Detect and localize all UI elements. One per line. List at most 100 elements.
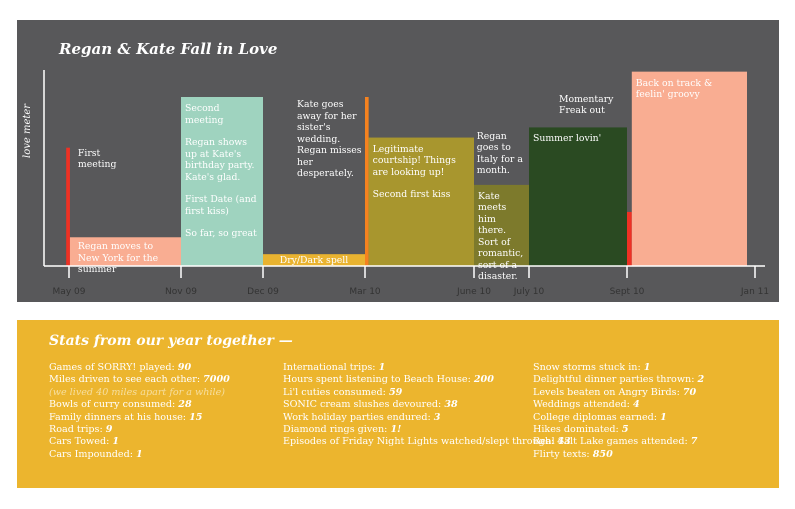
stat-value: 38 (444, 399, 458, 411)
segment-annotation-1: First meeting (77, 147, 117, 171)
chart-panel: Regan & Kate Fall in Love love meter Fir… (17, 20, 779, 302)
stat-value: 28 (178, 399, 192, 411)
x-tick-label-2: Nov 09 (165, 287, 197, 297)
stat-item: College diplomas earned: 1 (533, 412, 704, 424)
stat-label: Delightful dinner parties thrown: (533, 374, 698, 386)
stat-label: Bowls of curry consumed: (49, 399, 179, 411)
stat-label: Snow storms stuck in: (533, 362, 644, 373)
stat-value: 1 (112, 436, 120, 448)
stat-item: Games of SORRY! played: 90 (49, 362, 230, 374)
stat-item: Weddings attended: 4 (533, 399, 704, 411)
stat-item: Li'l cuties consumed: 59 (283, 387, 571, 399)
stat-item: Hours spent listening to Beach House: 20… (283, 374, 571, 386)
stat-label: Flirty texts: (533, 448, 593, 460)
x-tick-label-1: May 09 (52, 287, 86, 297)
stat-value: 1! (390, 424, 402, 436)
stat-item: Episodes of Friday Night Lights watched/… (283, 436, 571, 448)
stat-label: International trips: (283, 362, 379, 373)
stat-item: Real Salt Lake games attended: 7 (533, 436, 704, 448)
stat-label: Episodes of Friday Night Lights watched/… (283, 436, 558, 448)
timeline-segment-3 (181, 97, 263, 266)
stat-item: Delightful dinner parties thrown: 2 (533, 374, 704, 386)
stat-item: Work holiday parties endured: 3 (283, 412, 571, 424)
stat-value: 43 (557, 436, 571, 448)
timeline-segment-10 (627, 211, 632, 266)
stat-value: 9 (105, 424, 113, 436)
x-tick-label-7: Sept 10 (609, 287, 645, 297)
stat-value: 1 (136, 448, 143, 460)
timeline-segment-7 (474, 184, 529, 266)
stat-label: Road trips: (49, 424, 106, 436)
stat-value: 15 (189, 411, 203, 423)
segment-annotation-2: Regan moves to New York for the summer (77, 241, 159, 275)
stat-item: Miles driven to see each other: 7000 (we … (49, 374, 230, 399)
stat-item: Levels beaten on Angry Birds: 70 (533, 387, 704, 399)
stat-value: 1 (378, 362, 386, 373)
stat-label: Weddings attended: (533, 399, 633, 411)
stat-label: Cars Towed: (49, 436, 113, 448)
timeline-segment-1 (66, 147, 70, 266)
segment-annotation-8: Regan goes to Italy for a month. (476, 130, 523, 177)
stat-note: (we lived 40 miles apart for a while) (49, 386, 225, 398)
x-tick-label-8: Jan 11 (740, 287, 770, 297)
stat-item: Road trips: 9 (49, 424, 230, 436)
segment-annotation-9: Summer lovin' (533, 133, 602, 145)
timeline-chart (43, 70, 765, 278)
stat-label: Diamond rings given: (283, 424, 391, 436)
stat-value: 200 (473, 374, 494, 386)
stat-label: Hours spent listening to Beach House: (283, 374, 474, 386)
stat-label: Cars Impounded: (49, 448, 137, 460)
segment-annotation-4: Dry/Dark spell (279, 255, 349, 266)
timeline-segment-5 (365, 97, 369, 266)
stat-label: Li'l cuties consumed: (283, 386, 389, 398)
stat-value: 2 (697, 374, 705, 386)
stat-value: 70 (682, 386, 697, 398)
stat-item: Diamond rings given: 1! (283, 424, 571, 436)
stat-label: Levels beaten on Angry Birds: (533, 386, 683, 398)
timeline-segment-9 (529, 127, 627, 266)
segment-annotation-5: Kate goes away for her sister's wedding.… (297, 99, 362, 179)
timeline-segment-4 (263, 254, 365, 266)
x-tick-label-4: Mar 10 (349, 287, 381, 297)
stat-label: Hikes dominated: (533, 424, 622, 436)
stat-item: Family dinners at his house: 15 (49, 412, 230, 424)
stats-column-2: International trips: 1 Hours spent listen… (283, 362, 571, 449)
timeline-segment-11 (631, 71, 747, 267)
stats-panel: Stats from our year together — Games of … (17, 320, 779, 488)
stat-item: Hikes dominated: 5 (533, 424, 704, 436)
stat-label: Miles driven to see each other: (49, 374, 204, 386)
stat-value: 7 (690, 436, 698, 448)
stats-column-1: Games of SORRY! played: 90 Miles driven t… (49, 362, 230, 461)
stat-value: 90 (177, 362, 192, 373)
stat-item: Cars Impounded: 1 (49, 449, 230, 461)
segment-annotation-3: Second meeting Regan shows up at Kate's b… (185, 103, 257, 239)
stat-value: 1 (643, 362, 651, 373)
stat-value: 1 (660, 411, 667, 423)
stat-value: 59 (388, 386, 403, 398)
timeline-segment-6 (368, 137, 474, 266)
stat-item: Cars Towed: 1 (49, 436, 230, 448)
stat-label: Work holiday parties endured: (283, 411, 434, 423)
timeline-segment-2 (69, 237, 181, 266)
stat-item: Snow storms stuck in: 1 (533, 362, 704, 374)
segment-annotation-7: Kate meets him there. Sort of romantic, … (478, 190, 524, 283)
stats-title: Stats from our year together — (49, 333, 293, 349)
stat-item: Bowls of curry consumed: 28 (49, 399, 230, 411)
stat-label: SONIC cream slushes devoured: (283, 399, 445, 411)
stat-value: 850 (592, 448, 613, 460)
x-tick-label-3: Dec 09 (247, 287, 279, 297)
stat-value: 4 (632, 399, 640, 411)
stat-item: International trips: 1 (283, 362, 571, 374)
x-tick-label-6: July 10 (513, 287, 545, 297)
stat-value: 3 (433, 411, 441, 423)
chart-title: Regan & Kate Fall in Love (59, 40, 278, 58)
stat-value: 5 (621, 424, 629, 436)
segment-annotation-10: Momentary Freak out (559, 93, 614, 117)
stat-item: SONIC cream slushes devoured: 38 (283, 399, 571, 411)
stat-label: Real Salt Lake games attended: (533, 436, 691, 448)
segment-annotation-11: Back on track & feelin' groovy (635, 77, 713, 101)
stats-column-3: Snow storms stuck in: 1 Delightful dinner… (533, 362, 704, 461)
segment-annotation-6: Legitimate courtship! Things are looking… (372, 143, 456, 201)
x-tick-label-5: June 10 (457, 287, 491, 297)
stat-value: 7000 (203, 374, 230, 386)
